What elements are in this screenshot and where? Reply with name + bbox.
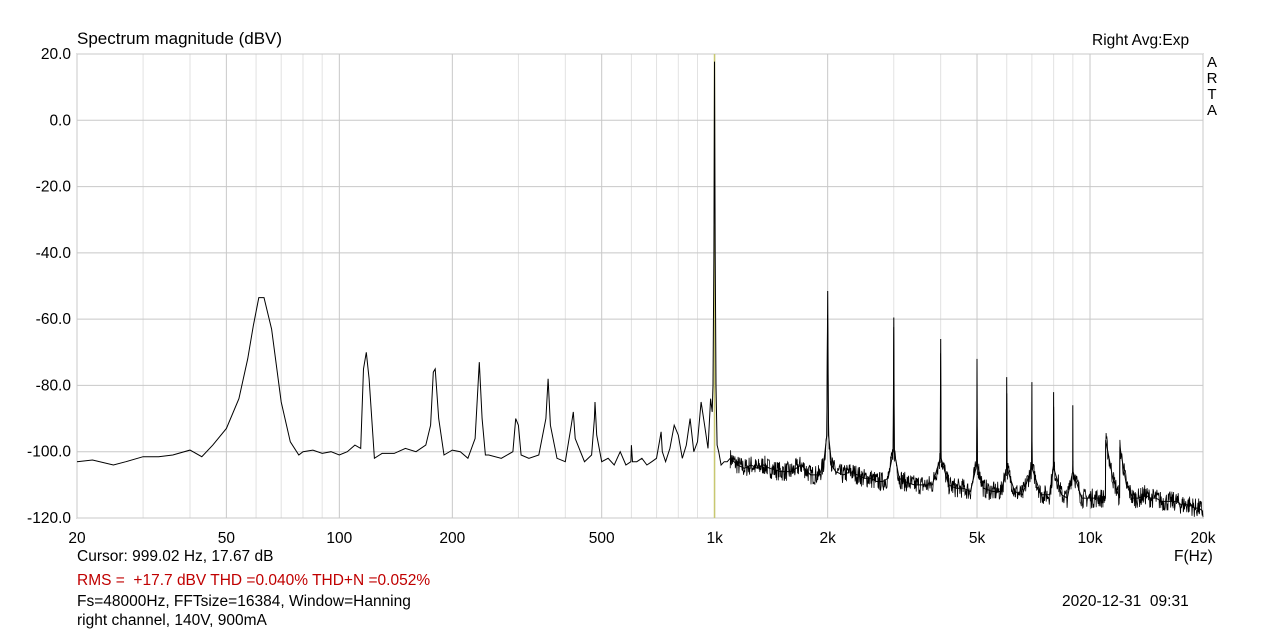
x-axis-label: F(Hz)	[1174, 548, 1213, 565]
y-tick-label: -20.0	[36, 179, 72, 196]
y-tick-label: 0.0	[49, 112, 71, 129]
fft-settings: Fs=48000Hz, FFTsize=16384, Window=Hannin…	[77, 593, 411, 610]
x-tick-label: 100	[326, 530, 352, 547]
plot-area	[76, 53, 1204, 519]
x-tick-label: 20	[68, 530, 86, 547]
x-tick-label: 1k	[706, 530, 723, 547]
y-tick-label: 20.0	[41, 46, 72, 63]
x-tick-label: 10k	[1078, 530, 1103, 547]
brand-letter: T	[1207, 86, 1217, 103]
major-grid	[76, 53, 1204, 519]
y-axis-tick-labels: 20.0 0.0 -20.0 -40.0 -60.0 -80.0 -100.0 -120.0	[27, 46, 71, 527]
measurement-note: right channel, 140V, 900mA	[77, 612, 267, 629]
chart-title: Spectrum magnitude (dBV)	[77, 29, 283, 48]
cursor-readout: Cursor: 999.02 Hz, 17.67 dB	[77, 548, 274, 565]
x-axis-tick-labels: 20 50 100 200 500 1k 2k 5k 10k 20k	[68, 530, 1215, 547]
x-tick-label: 5k	[969, 530, 986, 547]
brand-letter: R	[1206, 70, 1218, 87]
distortion-stats: RMS = +17.7 dBV THD =0.040% THD+N =0.052…	[77, 572, 431, 589]
y-tick-label: -80.0	[36, 377, 72, 394]
x-tick-label: 2k	[819, 530, 836, 547]
x-tick-label: 500	[589, 530, 615, 547]
brand-letter: A	[1206, 54, 1217, 71]
y-tick-label: -120.0	[27, 510, 71, 527]
y-tick-label: -60.0	[36, 311, 72, 328]
x-tick-label: 200	[439, 530, 465, 547]
averaging-mode: Right Avg:Exp	[1092, 32, 1190, 49]
y-tick-label: -100.0	[27, 444, 71, 461]
brand-letter: A	[1206, 102, 1217, 119]
x-tick-label: 50	[218, 530, 236, 547]
x-tick-label: 20k	[1191, 530, 1216, 547]
brand-arta: A R T A	[1205, 55, 1219, 119]
noise-floor-trace	[729, 314, 1204, 518]
timestamp: 2020-12-31 09:31	[1062, 593, 1189, 610]
spectrum-trace	[76, 61, 1204, 512]
y-tick-label: -40.0	[36, 245, 72, 262]
